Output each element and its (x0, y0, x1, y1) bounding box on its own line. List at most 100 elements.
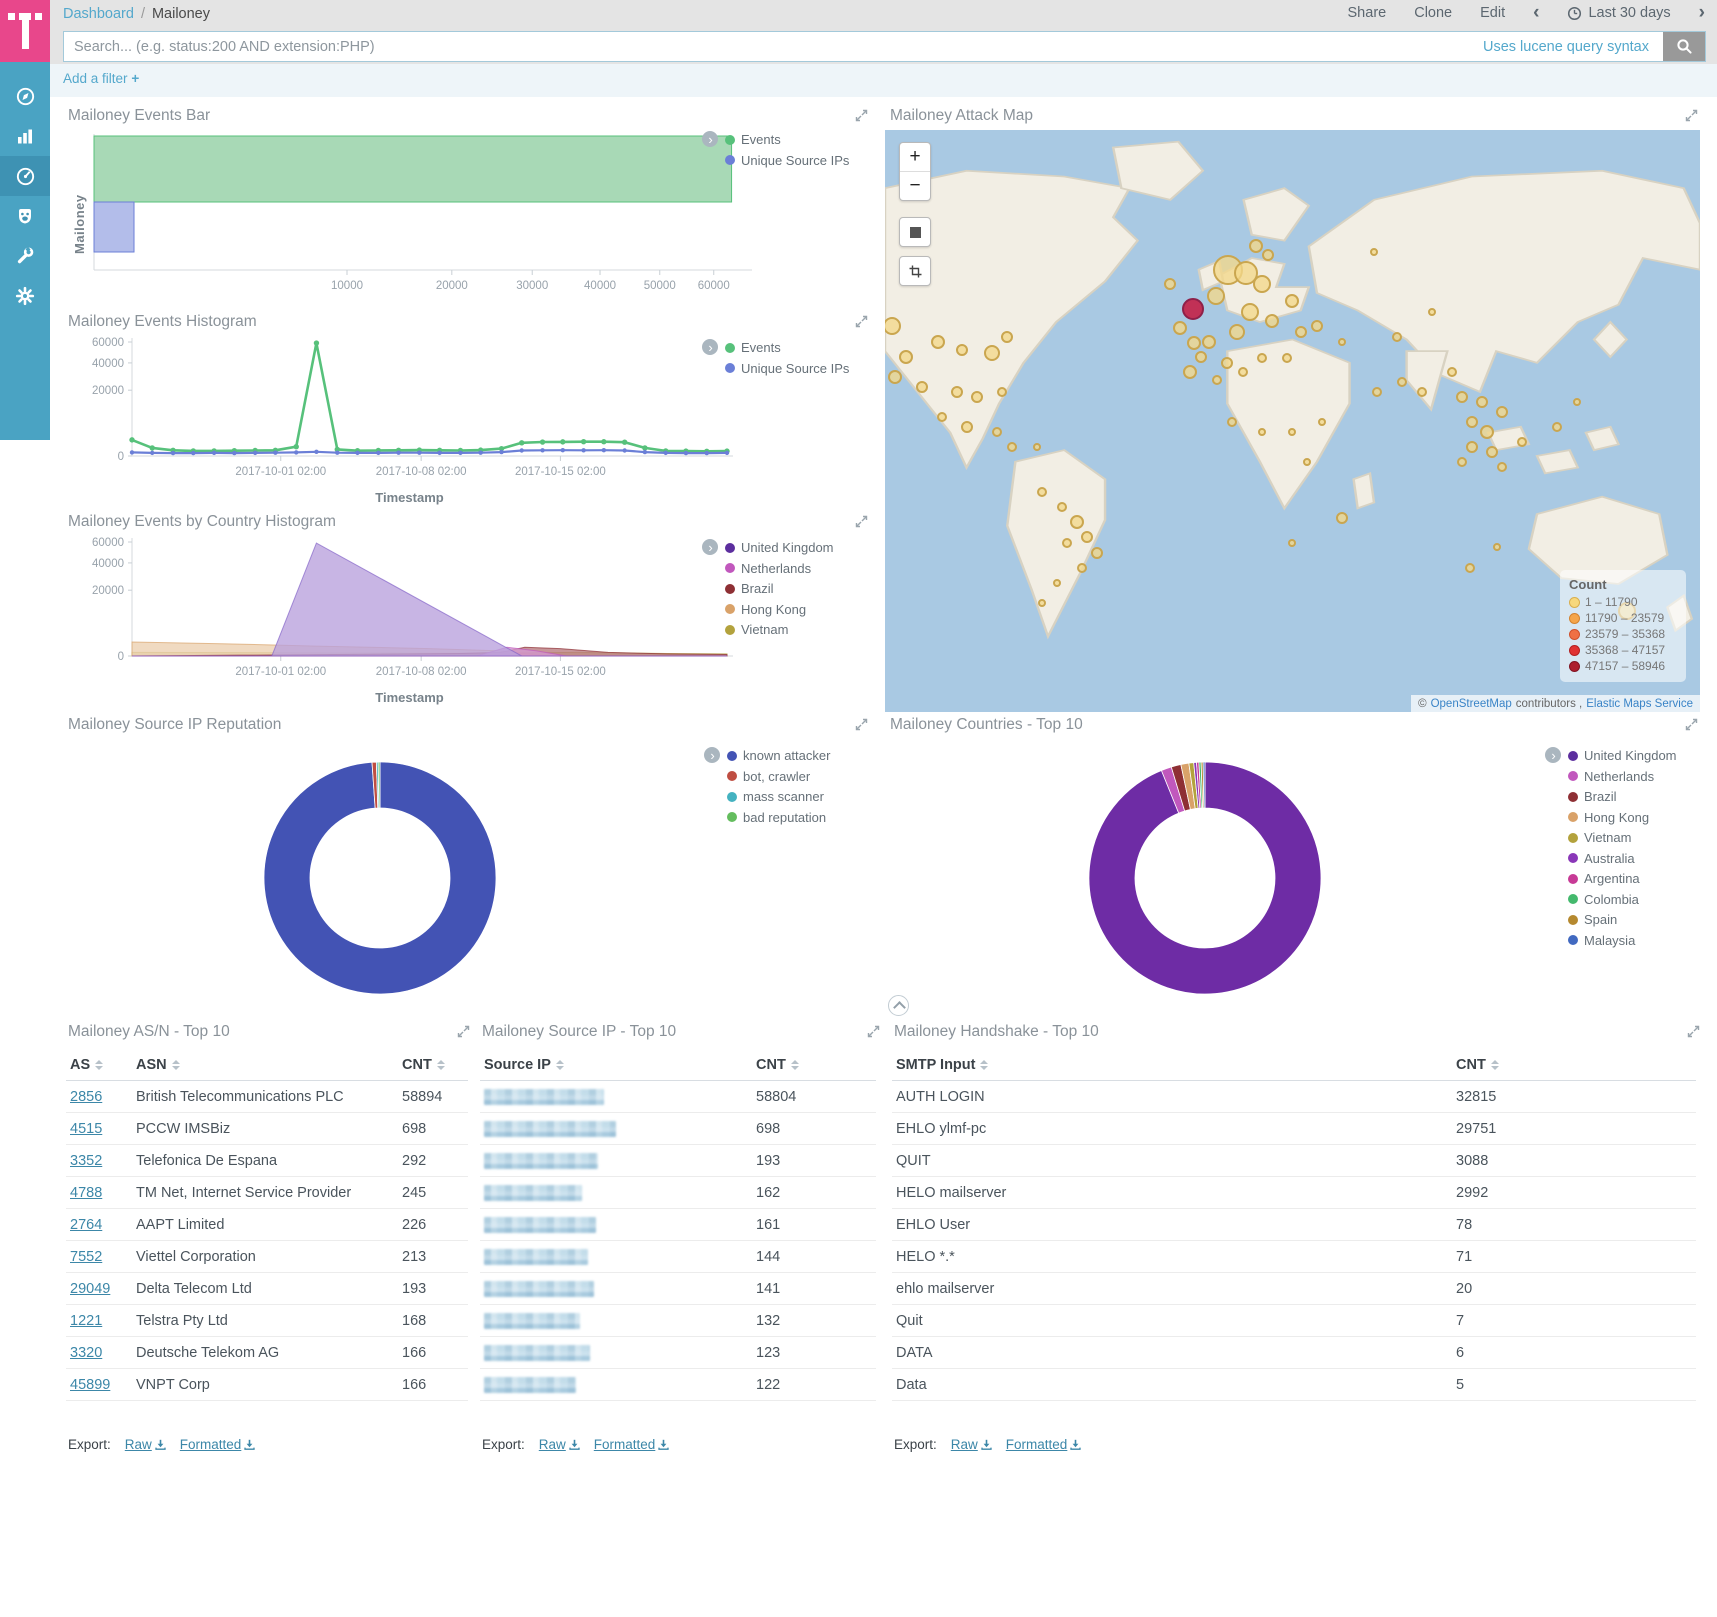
attack-bubble[interactable] (1281, 352, 1292, 363)
legend-item[interactable]: Spain (1568, 912, 1677, 927)
legend-toggle-icon[interactable]: › (702, 339, 718, 355)
legend-item[interactable]: United Kingdom (1568, 748, 1677, 763)
attack-bubble[interactable] (1052, 578, 1061, 587)
column-header[interactable]: SMTP Input (892, 1052, 1452, 1081)
column-header[interactable]: Source IP (480, 1052, 752, 1081)
legend-item[interactable]: Hong Kong (1568, 810, 1677, 825)
attack-bubble[interactable] (1037, 487, 1048, 497)
attack-bubble[interactable] (1493, 543, 1502, 552)
attack-bubble[interactable] (937, 411, 948, 422)
attack-bubble[interactable] (991, 427, 1002, 438)
attack-bubble[interactable] (1447, 367, 1458, 378)
expand-icon[interactable] (855, 315, 868, 328)
attack-bubble[interactable] (1370, 248, 1378, 257)
attack-bubble[interactable] (971, 391, 984, 404)
sidebar-item-devtools[interactable] (0, 236, 50, 276)
breadcrumb-dashboard-link[interactable]: Dashboard (63, 6, 134, 22)
clone-button[interactable]: Clone (1414, 5, 1453, 21)
export-raw-link[interactable]: Raw (951, 1437, 992, 1452)
attack-bubble[interactable] (885, 316, 902, 335)
legend-item[interactable]: known attacker (727, 748, 830, 763)
fit-bounds-button[interactable] (899, 217, 931, 247)
expand-icon[interactable] (1687, 1025, 1700, 1038)
time-forward-button[interactable]: › (1698, 2, 1705, 23)
expand-icon[interactable] (867, 1025, 880, 1038)
countries-donut-chart[interactable] (1080, 753, 1330, 1003)
osm-link[interactable]: OpenStreetMap (1430, 697, 1512, 710)
ems-link[interactable]: Elastic Maps Service (1586, 697, 1693, 710)
attack-bubble[interactable] (1517, 436, 1528, 447)
attack-bubble[interactable] (1061, 537, 1072, 548)
legend-item[interactable]: Colombia (1568, 892, 1677, 907)
attack-bubble[interactable] (1248, 239, 1263, 254)
attack-bubble[interactable] (1257, 352, 1268, 363)
expand-icon[interactable] (1685, 718, 1698, 731)
attack-bubble[interactable] (1182, 365, 1197, 380)
attack-bubble[interactable] (1227, 417, 1238, 428)
attack-bubble[interactable] (1081, 531, 1094, 544)
attack-bubble[interactable] (1262, 249, 1275, 262)
events-line-chart[interactable]: 0 20000 40000 60000 2017-10-01 02:00 2017-10-… (82, 334, 737, 489)
as-number-link[interactable]: 29049 (70, 1280, 111, 1297)
export-formatted-link[interactable]: Formatted (180, 1437, 256, 1452)
sidebar-item-discover[interactable] (0, 76, 50, 116)
as-number-link[interactable]: 3352 (70, 1152, 103, 1169)
attack-bubble[interactable] (1237, 367, 1248, 378)
attack-bubble[interactable] (1090, 546, 1103, 559)
sidebar-item-dashboard[interactable] (0, 156, 50, 196)
legend-toggle-icon[interactable]: › (702, 131, 718, 147)
expand-icon[interactable] (855, 718, 868, 731)
legend-item[interactable]: Events (725, 132, 849, 147)
sidebar-item-visualize[interactable] (0, 116, 50, 156)
expand-icon[interactable] (855, 515, 868, 528)
expand-icon[interactable] (1685, 109, 1698, 122)
legend-item[interactable]: Netherlands (1568, 769, 1677, 784)
legend-toggle-icon[interactable]: › (704, 747, 720, 763)
as-number-link[interactable]: 45899 (70, 1376, 111, 1393)
attack-bubble[interactable] (1456, 391, 1469, 404)
draw-filter-button[interactable] (899, 256, 931, 286)
attack-bubble[interactable] (1258, 428, 1267, 437)
export-formatted-link[interactable]: Formatted (594, 1437, 670, 1452)
as-number-link[interactable]: 1221 (70, 1312, 103, 1329)
add-filter-button[interactable]: Add a filter + (63, 71, 140, 86)
reputation-donut-chart[interactable] (255, 753, 505, 1003)
legend-item[interactable]: Vietnam (1568, 830, 1677, 845)
attack-bubble[interactable] (997, 386, 1008, 397)
attack-bubble[interactable] (1465, 563, 1476, 574)
attack-bubble[interactable] (1417, 386, 1428, 397)
sidebar-item-monitoring[interactable] (0, 196, 50, 236)
search-input[interactable] (64, 38, 1483, 55)
legend-item[interactable]: Events (725, 340, 849, 355)
legend-item[interactable]: Australia (1568, 851, 1677, 866)
attack-bubble[interactable] (1372, 386, 1383, 397)
attack-bubble[interactable] (1465, 441, 1478, 454)
attack-bubble[interactable] (1294, 325, 1307, 338)
attack-bubble[interactable] (1284, 293, 1299, 308)
time-range-picker[interactable]: Last 30 days (1567, 5, 1671, 21)
edit-button[interactable]: Edit (1480, 5, 1506, 21)
as-number-link[interactable]: 7552 (70, 1248, 103, 1265)
attack-bubble[interactable] (1336, 511, 1349, 524)
attack-bubble[interactable] (1265, 313, 1280, 328)
attack-bubble[interactable] (1287, 428, 1296, 437)
export-formatted-link[interactable]: Formatted (1006, 1437, 1082, 1452)
attack-bubble[interactable] (1001, 330, 1014, 343)
legend-item[interactable]: Brazil (725, 581, 834, 596)
as-number-link[interactable]: 2856 (70, 1088, 103, 1105)
legend-item[interactable]: Argentina (1568, 871, 1677, 886)
attack-bubble[interactable] (1007, 442, 1018, 453)
attack-bubble[interactable] (1221, 356, 1234, 369)
attack-bubble[interactable] (1457, 457, 1468, 468)
legend-item[interactable]: Unique Source IPs (725, 361, 849, 376)
column-header[interactable]: CNT (752, 1052, 876, 1081)
legend-item[interactable]: Netherlands (725, 561, 834, 576)
column-header[interactable]: AS (66, 1052, 132, 1081)
legend-item[interactable]: mass scanner (727, 789, 830, 804)
attack-bubble[interactable] (1496, 461, 1507, 472)
attack-bubble[interactable] (961, 420, 974, 433)
attack-bubble[interactable] (1303, 458, 1312, 467)
telekom-logo[interactable] (0, 0, 50, 62)
attack-bubble[interactable] (915, 380, 928, 393)
legend-item[interactable]: Unique Source IPs (725, 153, 849, 168)
